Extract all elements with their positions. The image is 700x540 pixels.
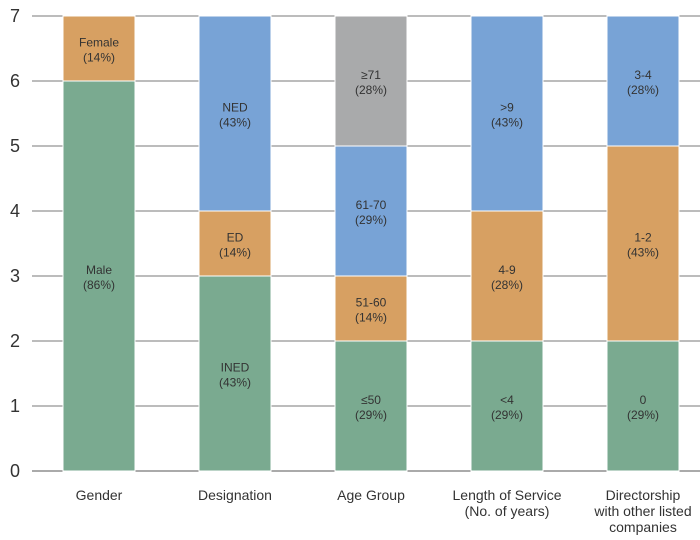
segment-percent-label: (43%) (627, 246, 659, 260)
y-tick-label: 2 (10, 331, 20, 351)
segment-percent-label: (43%) (219, 116, 251, 130)
category-label: Gender (76, 487, 123, 503)
bar-segment (198, 210, 272, 277)
bar-segment (334, 145, 408, 277)
segment-percent-label: (29%) (355, 408, 387, 422)
bar-segment (470, 340, 544, 472)
category-label: Designation (198, 487, 272, 503)
y-tick-label: 7 (10, 6, 20, 26)
category-label: Directorship (606, 487, 681, 503)
segment-label: Male (86, 263, 112, 277)
stacked-bars: Male(86%)Female(14%)INED(43%)ED(14%)NED(… (62, 15, 680, 472)
segment-label: NED (222, 101, 248, 115)
segment-label: 3-4 (634, 68, 652, 82)
category-label: (No. of years) (465, 503, 550, 519)
y-axis-ticks: 0 1 2 3 4 5 6 7 (10, 6, 20, 481)
segment-label: ≤50 (361, 393, 381, 407)
y-tick-label: 6 (10, 71, 20, 91)
segment-percent-label: (29%) (491, 408, 523, 422)
segment-label: >9 (500, 101, 514, 115)
bar-segment (62, 15, 136, 82)
bar-segment (198, 275, 272, 472)
bar-segment (470, 210, 544, 342)
segment-percent-label: (43%) (491, 116, 523, 130)
segment-percent-label: (43%) (219, 376, 251, 390)
segment-percent-label: (14%) (355, 311, 387, 325)
category-label: Length of Service (453, 487, 562, 503)
segment-percent-label: (28%) (491, 278, 523, 292)
segment-label: 61-70 (356, 198, 387, 212)
bar-segment (470, 15, 544, 212)
bar-segment (198, 15, 272, 212)
bar-segment (62, 80, 136, 472)
y-tick-label: 3 (10, 266, 20, 286)
segment-label: 51-60 (356, 296, 387, 310)
y-tick-label: 5 (10, 136, 20, 156)
segment-label: INED (221, 361, 250, 375)
y-tick-label: 4 (10, 201, 20, 221)
segment-percent-label: (29%) (355, 213, 387, 227)
y-tick-label: 1 (10, 396, 20, 416)
category-label: companies (609, 519, 677, 535)
segment-label: <4 (500, 393, 514, 407)
category-label: Age Group (337, 487, 405, 503)
y-tick-label: 0 (10, 461, 20, 481)
segment-label: ≥71 (361, 68, 381, 82)
segment-percent-label: (29%) (627, 408, 659, 422)
segment-percent-label: (28%) (355, 83, 387, 97)
segment-percent-label: (14%) (83, 51, 115, 65)
segment-label: 1-2 (634, 231, 652, 245)
bar-segment (334, 15, 408, 147)
segment-label: Female (79, 36, 119, 50)
segment-label: 0 (640, 393, 647, 407)
segment-label: ED (227, 231, 244, 245)
bar-segment (606, 340, 680, 472)
segment-label: 4-9 (498, 263, 516, 277)
segment-percent-label: (14%) (219, 246, 251, 260)
x-axis-categories: Gender Designation Age Group Length of Serv… (76, 487, 692, 535)
segment-percent-label: (28%) (627, 83, 659, 97)
bar-segment (606, 15, 680, 147)
segment-percent-label: (86%) (83, 278, 115, 292)
category-label: with other listed (593, 503, 691, 519)
